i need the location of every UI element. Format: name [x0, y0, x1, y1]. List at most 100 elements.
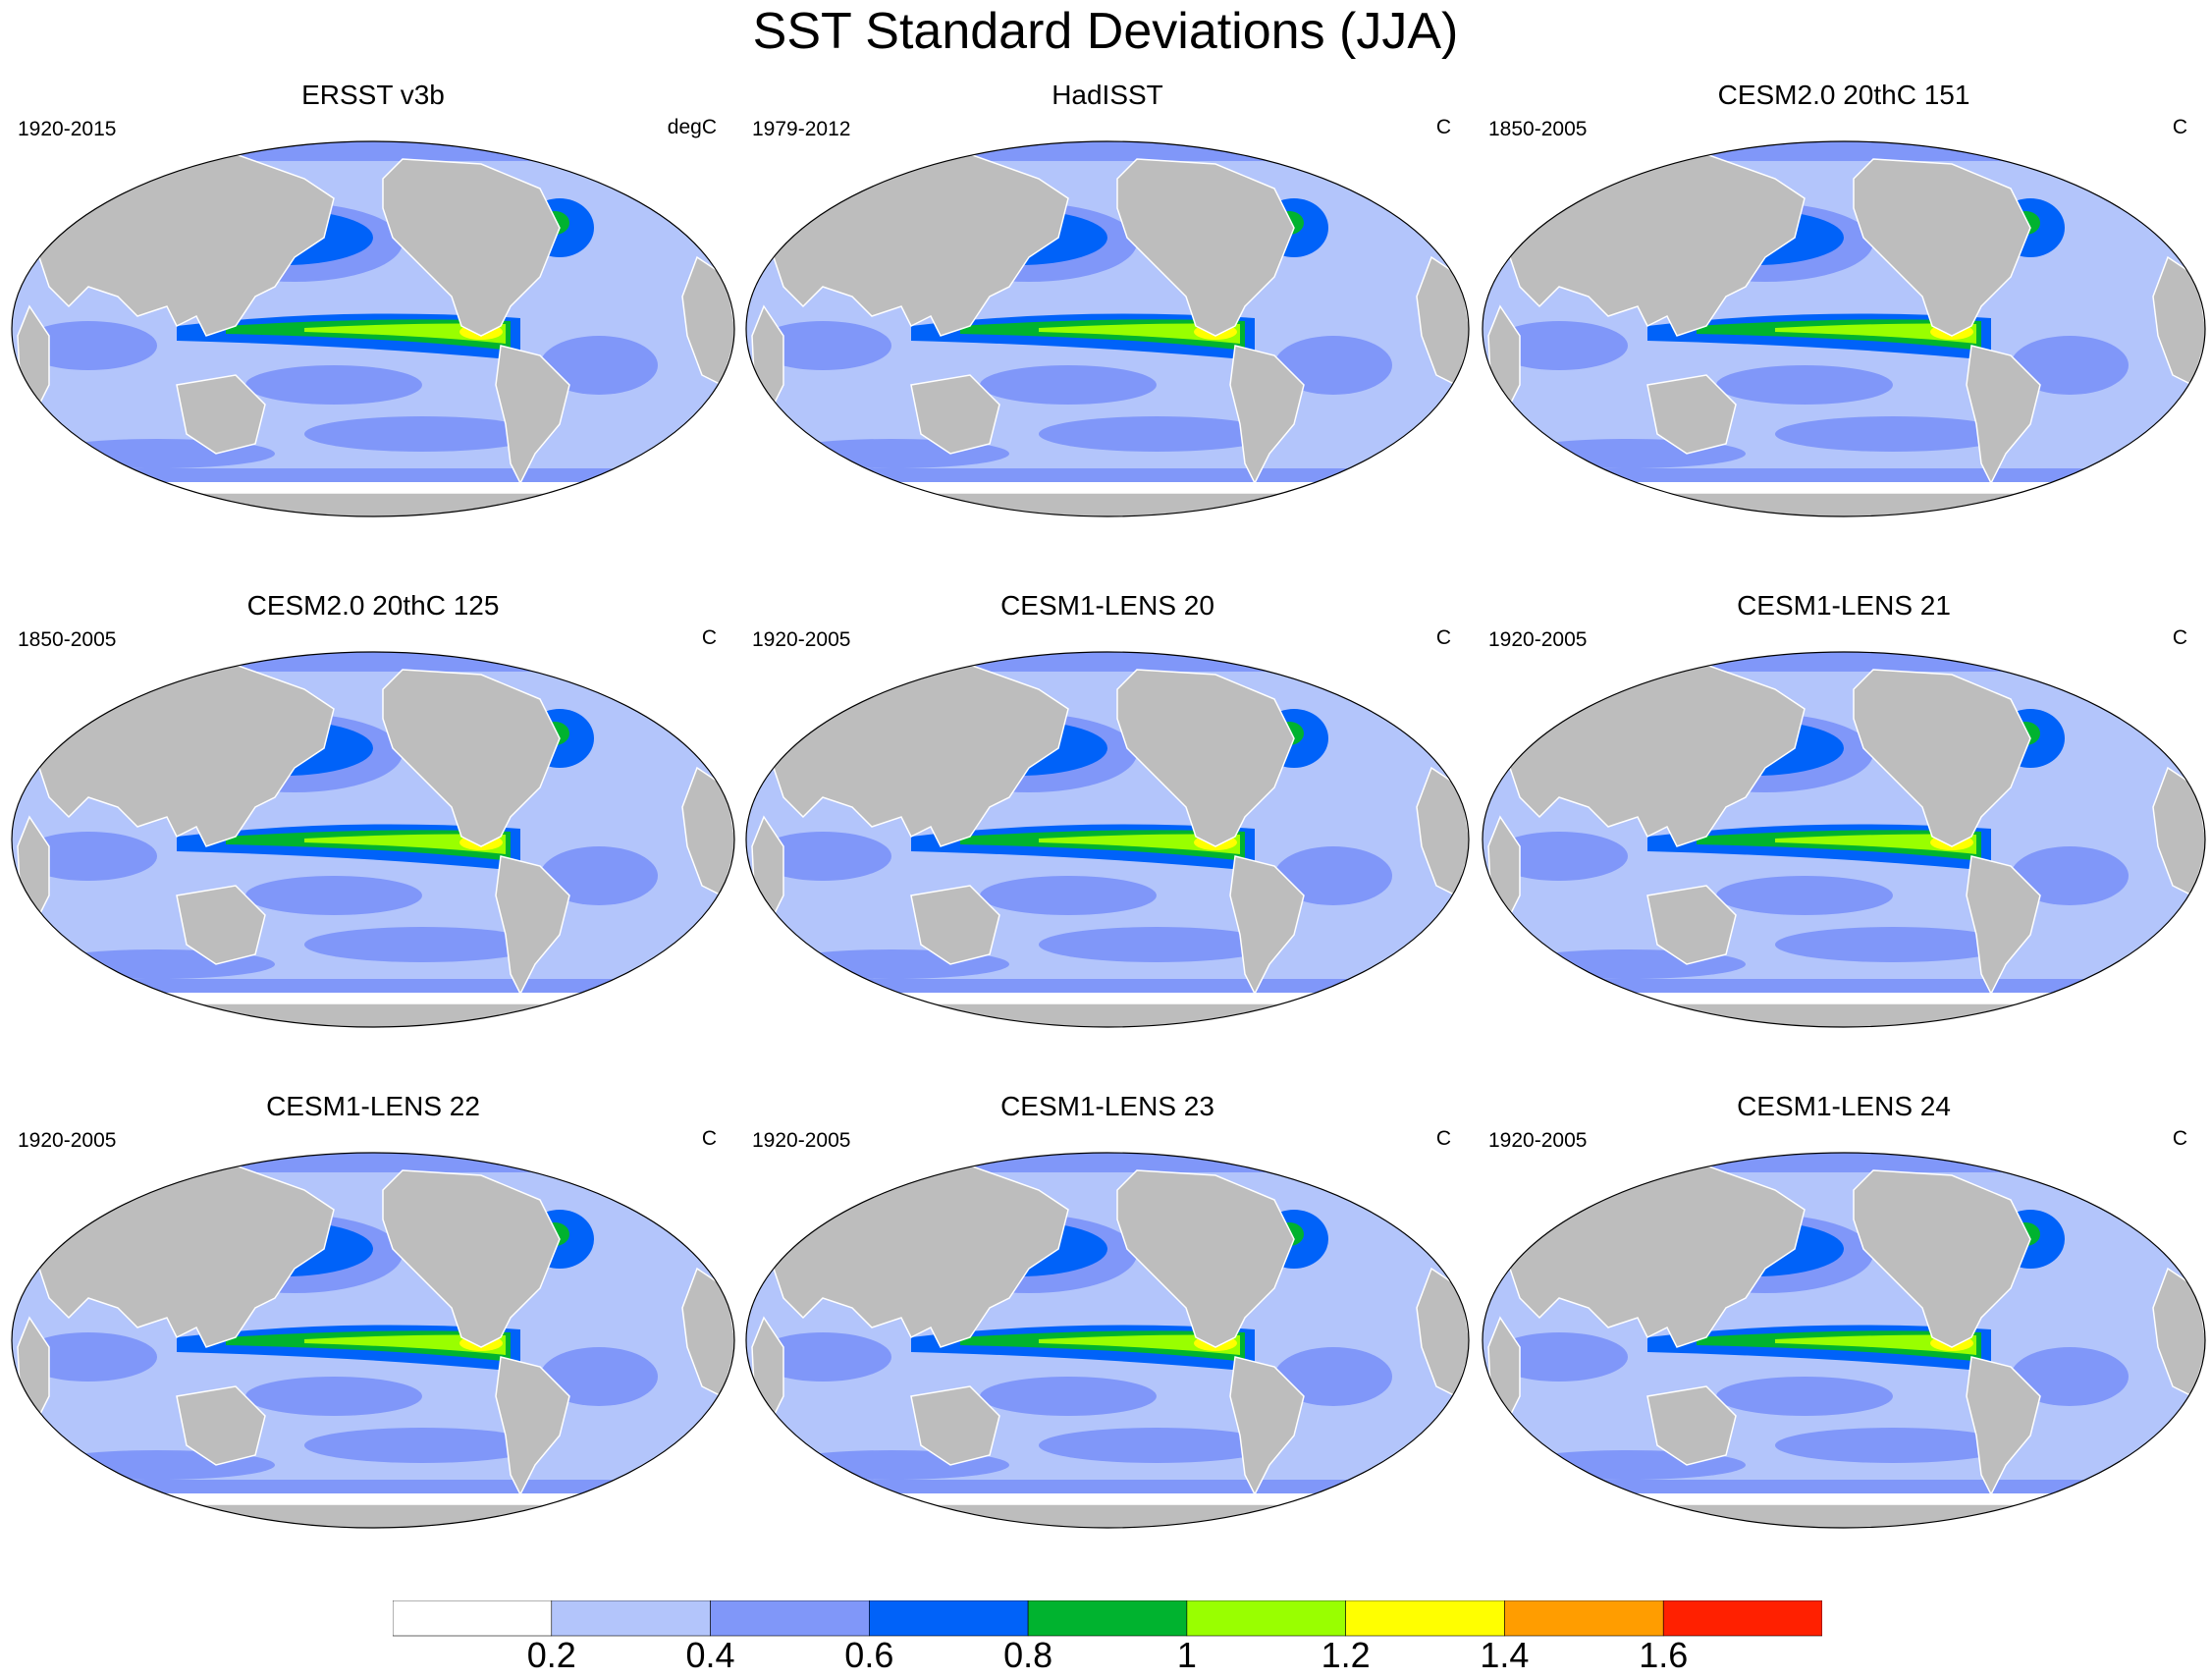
land-mass: [910, 1385, 1000, 1466]
contour-0.4-0.6: [1775, 927, 2011, 962]
colorbar-swatch: [1662, 1600, 1822, 1637]
cold-tongue-1.0: [1039, 834, 1240, 854]
southern-ocean-band: [12, 468, 734, 482]
panel-title: CESM2.0 20thC 151: [1717, 80, 1970, 110]
land-mass: [1853, 158, 2031, 337]
panel-title: HadISST: [1052, 80, 1163, 110]
colorbar-tick-label: 0.6: [844, 1635, 893, 1669]
panel-title: CESM1-LENS 21: [1737, 590, 1951, 621]
arctic-1.2: [877, 1160, 926, 1171]
panel-years: 1920-2005: [18, 1129, 117, 1152]
colorbar-swatch: [869, 1600, 1029, 1637]
colorbar-tick-label: 1.4: [1480, 1635, 1529, 1669]
land-mass: [832, 1003, 1383, 1027]
land-mass: [910, 374, 1000, 455]
panel-units: C: [701, 626, 717, 649]
contour-0.4-0.6: [1775, 416, 2011, 452]
arctic-1.2: [142, 1160, 191, 1171]
map-panel-4: CESM2.0 20thC 125 1850-2005 C: [10, 589, 736, 1031]
contour-0.4-0.6: [1490, 321, 1628, 370]
arctic-fringe: [1579, 652, 2109, 672]
contour-0.4-0.6: [1274, 1347, 1392, 1406]
arctic-1.2: [1613, 148, 1662, 160]
land-mass: [1568, 1003, 2120, 1027]
cold-tongue-1.0: [1775, 1334, 1976, 1355]
contour-0.4-0.6: [2011, 1347, 2129, 1406]
land-mass: [1646, 885, 1737, 965]
map-panel-2: HadISST 1979-2012 C: [744, 79, 1471, 520]
contour-0.4-0.6: [245, 876, 422, 915]
land-mass: [1568, 1503, 2120, 1528]
land-mass: [1853, 669, 2031, 847]
land-mass: [382, 669, 561, 847]
land-mass: [495, 345, 570, 485]
land-mass: [1853, 1169, 2031, 1348]
contour-0.4-0.6: [1716, 1377, 1893, 1416]
world-map: [745, 140, 1470, 517]
arctic-1.2: [1613, 1160, 1662, 1171]
world-map: [11, 651, 735, 1028]
panel-units: C: [1435, 1127, 1451, 1150]
panel-years: 1920-2005: [752, 1129, 851, 1152]
panel-years: 1920-2005: [1488, 1129, 1588, 1152]
land-mass: [832, 1503, 1383, 1528]
contour-0.4-0.6: [1039, 416, 1274, 452]
colorbar-swatch: [551, 1600, 711, 1637]
contour-0.4-0.6: [1039, 1428, 1274, 1463]
arctic-fringe: [842, 652, 1373, 672]
contour-0.4-0.6: [1775, 1428, 2011, 1463]
contour-0.4-0.6: [540, 846, 658, 905]
contour-0.4-0.6: [540, 336, 658, 395]
contour-0.4-0.6: [1716, 365, 1893, 405]
contour-0.4-0.6: [304, 416, 540, 452]
colorbar-swatch: [710, 1600, 870, 1637]
contour-0.4-0.6: [980, 876, 1157, 915]
land-mass: [97, 1503, 649, 1528]
contour-0.4-0.6: [245, 1377, 422, 1416]
arctic-fringe: [108, 141, 638, 161]
map-panel-5: CESM1-LENS 20 1920-2005 C: [744, 589, 1471, 1031]
land-mass: [1646, 374, 1737, 455]
map-outline: [11, 140, 735, 517]
colorbar: 0.2 0.4 0.6 0.8 1 1.2 1.4 1.6: [393, 1600, 1822, 1669]
land-mass: [910, 885, 1000, 965]
map-panel-7: CESM1-LENS 22 1920-2005 C: [10, 1090, 736, 1532]
land-mass: [1116, 1169, 1295, 1348]
contour-0.4-0.6: [754, 1332, 891, 1382]
contour-0.4-0.6: [1039, 927, 1274, 962]
contour-0.4-0.6: [304, 927, 540, 962]
arctic-fringe: [108, 652, 638, 672]
contour-0.4-0.6: [980, 1377, 1157, 1416]
cold-tongue-1.0: [304, 1334, 506, 1355]
southern-ocean-band: [1483, 979, 2205, 993]
map-outline: [745, 1152, 1470, 1529]
southern-ocean-band: [12, 1480, 734, 1493]
contour-0.4-0.6: [2011, 846, 2129, 905]
cold-tongue-1.0: [304, 834, 506, 854]
land-mass: [97, 492, 649, 516]
map-panel-6: CESM1-LENS 21 1920-2005 C: [1481, 589, 2207, 1031]
figure-title: SST Standard Deviations (JJA): [752, 3, 1459, 60]
panel-title: CESM2.0 20thC 125: [246, 590, 500, 621]
land-mass: [382, 1169, 561, 1348]
land-mass: [495, 855, 570, 996]
contour-0.4-0.6: [20, 1332, 157, 1382]
colorbar-tick-label: 0.2: [527, 1635, 576, 1669]
colorbar-swatch: [1027, 1600, 1188, 1637]
southern-ocean-band: [12, 979, 734, 993]
world-map: [1482, 140, 2206, 517]
colorbar-swatch: [1504, 1600, 1664, 1637]
arctic-fringe: [1579, 141, 2109, 161]
contour-0.4-0.6: [2011, 336, 2129, 395]
colorbar-tick-label: 0.4: [686, 1635, 735, 1669]
panel-units: C: [2172, 116, 2187, 138]
panel-title: ERSST v3b: [301, 80, 445, 110]
map-outline: [11, 651, 735, 1028]
arctic-fringe: [1579, 1153, 2109, 1172]
world-map: [11, 140, 735, 517]
colorbar-swatch: [1186, 1600, 1346, 1637]
contour-0.4-0.6: [754, 832, 891, 881]
cold-tongue-1.0: [1775, 323, 1976, 344]
land-mass: [1966, 855, 2041, 996]
cold-tongue-1.0: [1039, 1334, 1240, 1355]
